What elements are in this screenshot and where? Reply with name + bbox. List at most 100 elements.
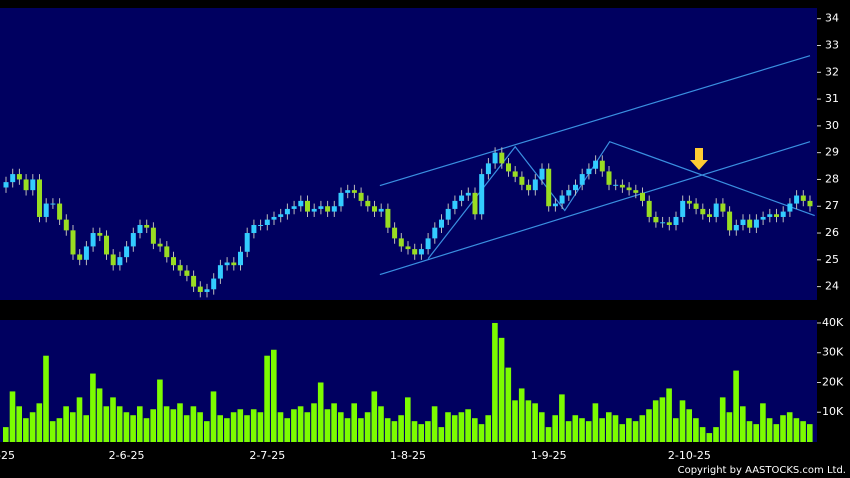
volume-bar: [719, 397, 726, 442]
y-tick-label: 32: [825, 65, 839, 78]
y-tick-label: 29: [825, 146, 839, 159]
candle-body: [573, 184, 578, 191]
candle-body: [800, 195, 806, 201]
volume-bar: [485, 415, 491, 442]
candle-body: [197, 286, 203, 292]
candle-body: [727, 211, 733, 231]
candle-body: [10, 174, 16, 183]
volume-bar: [217, 415, 223, 442]
candle-body: [318, 206, 324, 209]
candle-body: [238, 251, 243, 266]
volume-bar: [49, 421, 56, 442]
volume-bar: [659, 397, 666, 442]
candle-body: [774, 214, 779, 217]
volume-bar: [740, 406, 746, 442]
candle-body: [586, 168, 592, 175]
candle-body: [164, 246, 170, 258]
candle-body: [653, 216, 659, 223]
trend-line: [427, 140, 815, 260]
volume-bar: [103, 406, 110, 442]
volume-bar: [458, 412, 465, 442]
candle-body: [707, 214, 712, 217]
volume-bar: [800, 421, 806, 442]
candle-body: [392, 227, 398, 239]
candle-body: [660, 222, 666, 224]
volume-bar: [23, 418, 29, 442]
volume-bar: [311, 403, 317, 442]
candle-body: [794, 195, 800, 204]
candle-body: [459, 195, 465, 201]
candle-body: [539, 168, 545, 180]
volume-bar: [492, 322, 498, 442]
candle-body: [70, 230, 76, 255]
candle-body: [325, 206, 331, 212]
x-tick-label: -25: [0, 449, 15, 462]
candle-body: [224, 262, 230, 266]
candle-body: [137, 224, 143, 234]
price-panel: [0, 8, 817, 300]
candle-body: [278, 214, 284, 217]
volume-bar: [331, 403, 337, 442]
candle-body: [251, 224, 257, 234]
volume-bar: [116, 406, 123, 442]
volume-bar: [371, 391, 378, 442]
candle-body: [559, 195, 565, 204]
volume-bar: [666, 388, 672, 442]
volume-bar: [36, 403, 43, 442]
volume-bar: [726, 412, 733, 442]
candle-body: [720, 203, 726, 212]
candle-body: [512, 171, 518, 177]
candle-body: [640, 192, 645, 201]
volume-bar: [693, 418, 699, 442]
candle-body: [372, 206, 377, 212]
candle-body: [412, 249, 418, 255]
candle-body: [479, 174, 485, 215]
candle-body: [63, 219, 69, 231]
candle-body: [191, 275, 197, 287]
candle-body: [311, 208, 317, 212]
candle-body: [680, 200, 686, 217]
volume-bar: [3, 427, 9, 442]
volume-bar: [532, 403, 538, 442]
candle-body: [532, 179, 538, 191]
candle-body: [23, 179, 29, 191]
candle-body: [760, 216, 766, 220]
candle-body: [519, 176, 525, 185]
volume-bar: [170, 409, 177, 442]
candle-body: [305, 200, 310, 212]
volume-bar: [56, 418, 63, 442]
volume-bar: [90, 373, 96, 442]
candle-body: [713, 203, 719, 217]
volume-bar: [297, 406, 304, 442]
candle-body: [787, 203, 793, 212]
volume-bar: [525, 400, 532, 442]
volume-bar: [391, 421, 398, 442]
trend-line: [379, 55, 811, 187]
volume-bar: [291, 409, 297, 442]
volume-bar: [652, 400, 659, 442]
candle-body: [425, 238, 431, 250]
candle-body: [231, 262, 237, 266]
volume-bar: [110, 397, 116, 442]
volume-bar: [96, 388, 103, 442]
candle-body: [445, 208, 451, 220]
volume-bar: [592, 403, 599, 442]
candle-body: [150, 227, 156, 244]
volume-bar: [137, 406, 143, 442]
volume-bar: [431, 406, 438, 442]
candle-body: [16, 174, 22, 180]
candle-body: [485, 163, 491, 175]
volume-bar: [773, 424, 780, 442]
volume-bar: [384, 418, 391, 442]
volume-bar: [264, 355, 270, 442]
volume-bar: [626, 418, 632, 442]
candle-body: [43, 203, 49, 217]
volume-bar: [539, 412, 545, 442]
volume-bar: [579, 418, 585, 442]
volume-bar: [257, 412, 264, 442]
volume-bar: [505, 367, 512, 442]
candle-body: [546, 168, 552, 207]
candle-body: [57, 203, 63, 220]
candle-body: [673, 216, 679, 225]
